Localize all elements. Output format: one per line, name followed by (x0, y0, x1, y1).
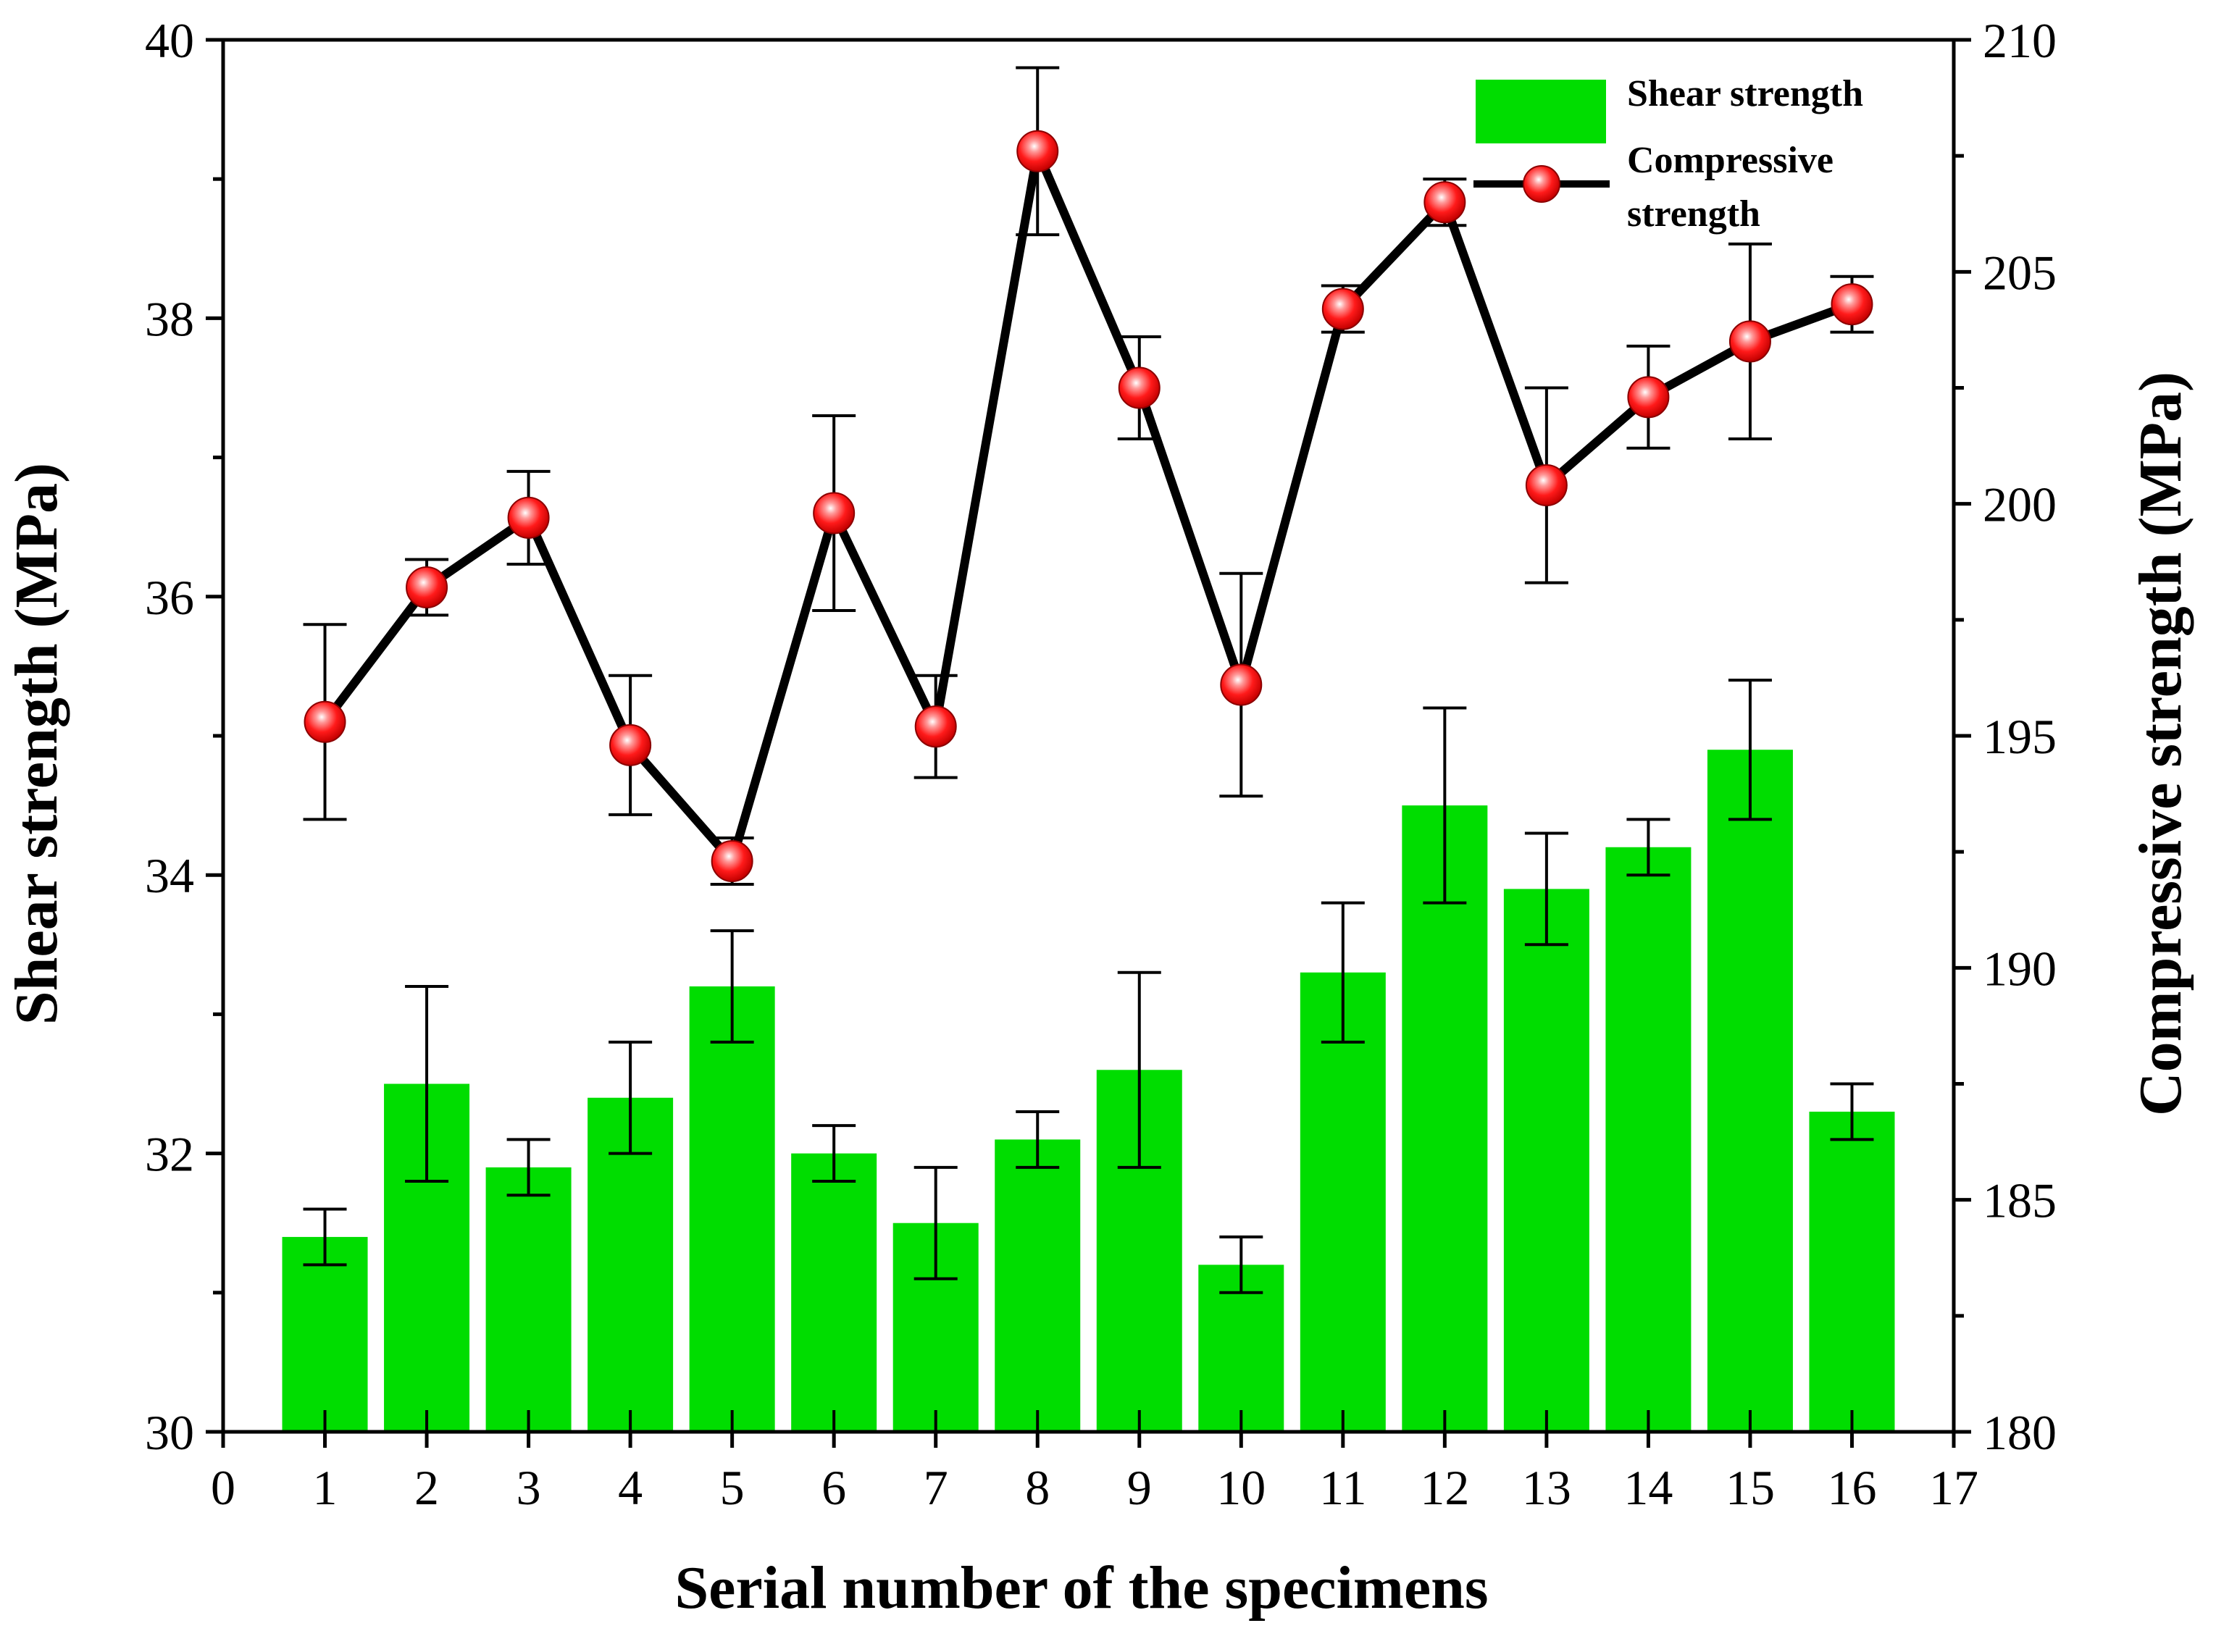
point-4 (609, 724, 652, 766)
point-8 (1016, 130, 1059, 172)
point-10 (1220, 663, 1263, 706)
x-tick-label-12: 12 (1420, 1460, 1469, 1515)
axes-layer: 0 1 2 3 4 5 6 7 8 9 10 11 12 13 14 15 16 1730323436384018… (145, 13, 2057, 1515)
compressive-strength-line (321, 146, 1854, 865)
point-12 (1423, 181, 1466, 224)
bar-15 (1707, 750, 1793, 1432)
bars-layer (282, 750, 1895, 1432)
point-11 (1321, 288, 1364, 330)
y2-tick-label-195: 195 (1983, 709, 2057, 764)
y-tick-label-40: 40 (145, 13, 194, 68)
x-tick-label-5: 5 (720, 1460, 745, 1515)
legend: Shear strength Compressive strength (1473, 73, 1863, 235)
y2-tick-label-185: 185 (1983, 1173, 2057, 1228)
point-1 (304, 700, 346, 743)
bar-13 (1503, 889, 1589, 1432)
x-tick-label-15: 15 (1726, 1460, 1775, 1515)
bar-5 (689, 986, 775, 1432)
markers-layer (304, 130, 1873, 882)
plot-frame (221, 38, 1956, 1434)
x-axis-title: Serial number of the specimens (674, 1554, 1488, 1622)
x-tick-label-11: 11 (1319, 1460, 1366, 1515)
x-tick-label-13: 13 (1522, 1460, 1571, 1515)
line-error-bars-layer (303, 66, 1874, 886)
x-tick-label-9: 9 (1127, 1460, 1152, 1515)
x-tick-label-8: 8 (1025, 1460, 1050, 1515)
y2-tick-label-210: 210 (1983, 13, 2057, 68)
x-tick-label-3: 3 (517, 1460, 541, 1515)
x-tick-label-14: 14 (1623, 1460, 1673, 1515)
x-tick-label-2: 2 (414, 1460, 439, 1515)
bar-11 (1300, 972, 1386, 1432)
y2-tick-label-180: 180 (1983, 1405, 2057, 1460)
bar-3 (485, 1167, 572, 1432)
x-tick-label-4: 4 (618, 1460, 643, 1515)
y-tick-label-38: 38 (145, 291, 194, 346)
x-tick-label-16: 16 (1827, 1460, 1876, 1515)
y-axis-title: Shear strength (MPa) (3, 463, 70, 1025)
bar-error-bars-layer (303, 679, 1874, 1432)
point-15 (1728, 320, 1771, 363)
x-tick-label-17: 17 (1929, 1460, 1978, 1515)
x-tick-label-1: 1 (313, 1460, 338, 1515)
x-tick-label-0: 0 (211, 1460, 235, 1515)
point-3 (507, 496, 550, 539)
bar-16 (1809, 1111, 1895, 1432)
y2-tick-label-200: 200 (1983, 477, 2057, 532)
bar-12 (1402, 805, 1488, 1432)
point-6 (813, 492, 856, 534)
point-16 (1831, 283, 1873, 326)
y-tick-label-30: 30 (145, 1405, 194, 1460)
line-layer (321, 146, 1854, 865)
legend-marker-compressive (1523, 165, 1560, 203)
point-13 (1525, 464, 1568, 507)
point-7 (914, 705, 957, 748)
point-2 (406, 566, 448, 608)
y-tick-label-34: 34 (145, 848, 194, 903)
x-tick-label-10: 10 (1216, 1460, 1266, 1515)
bar-1 (282, 1236, 368, 1432)
bar-6 (791, 1153, 877, 1432)
point-9 (1118, 366, 1161, 409)
y2-tick-label-190: 190 (1983, 941, 2057, 996)
legend-label-compressive: Compressive (1627, 140, 1834, 181)
y-tick-label-36: 36 (145, 570, 194, 625)
x-tick-label-6: 6 (821, 1460, 846, 1515)
legend-label-shear: Shear strength (1627, 73, 1863, 114)
point-14 (1627, 376, 1670, 419)
legend-label-compressive-2: strength (1627, 193, 1760, 235)
point-5 (711, 839, 753, 882)
bar-14 (1605, 847, 1692, 1432)
legend-swatch-shear (1476, 80, 1606, 143)
y-tick-label-32: 32 (145, 1127, 194, 1182)
y2-axis-title: Compressive strength (MPa) (2127, 372, 2194, 1116)
bar-8 (995, 1139, 1081, 1432)
x-tick-label-7: 7 (924, 1460, 948, 1515)
y2-tick-label-205: 205 (1983, 245, 2057, 300)
